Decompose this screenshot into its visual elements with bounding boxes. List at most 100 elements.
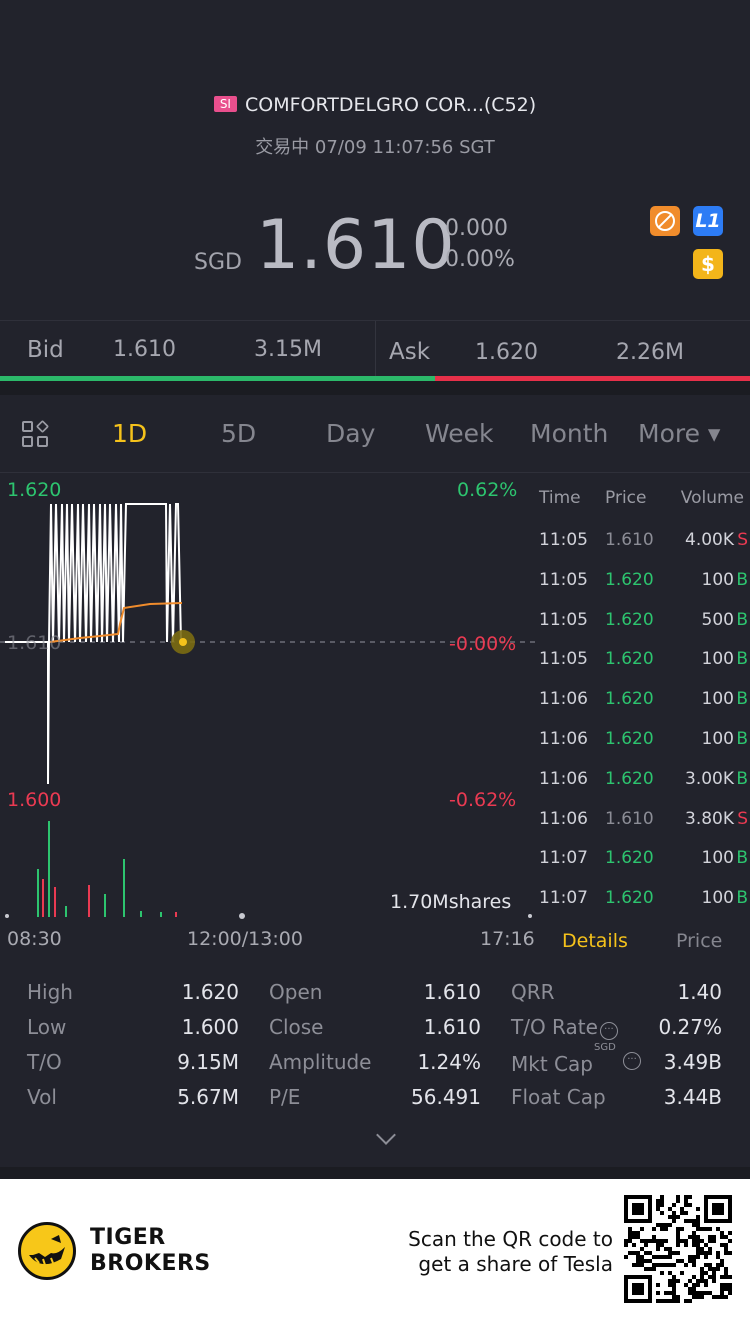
trade-time: 11:05: [539, 649, 588, 670]
stat-torate-label[interactable]: T/O Rate ···: [511, 1015, 618, 1040]
trade-volume: 100: [701, 729, 734, 749]
tab-5d[interactable]: 5D: [221, 419, 257, 448]
stat-vol-value: 5.67M: [177, 1085, 239, 1109]
stat-open-label: Open: [269, 980, 323, 1004]
stat-torate-text: T/O Rate: [511, 1015, 598, 1039]
chart-mid-pct: -0.00%: [449, 633, 517, 655]
trade-price: 1.620: [605, 729, 654, 749]
time-mid: 12:00/13:00: [187, 928, 303, 950]
currency-label: SGD: [194, 250, 242, 275]
average-price-line: [49, 602, 183, 643]
mktcap-info-icon[interactable]: ···: [623, 1052, 641, 1070]
trade-time: 11:05: [539, 609, 588, 630]
tab-more[interactable]: More ▾: [638, 419, 721, 448]
trades-header-volume: Volume: [680, 488, 744, 508]
bid-ask-bar[interactable]: Bid 1.610 3.15M Ask 1.620 2.26M: [0, 320, 750, 382]
time-end: 17:16: [480, 928, 535, 950]
time-axis-dot-mid: [239, 913, 245, 919]
chart-high-pct: 0.62%: [457, 479, 518, 501]
time-start: 08:30: [7, 928, 62, 950]
tab-1d[interactable]: 1D: [112, 419, 148, 448]
trades-header-price: Price: [605, 488, 647, 508]
stat-mktcap-unit: SGD: [594, 1042, 616, 1053]
trade-time: 11:07: [539, 848, 588, 869]
no-shorting-icon[interactable]: [650, 206, 680, 236]
price-line: [5, 503, 183, 785]
stat-low-label: Low: [27, 1015, 67, 1039]
brand-name-line2: BROKERS: [90, 1251, 211, 1276]
ask-label: Ask: [389, 339, 431, 365]
trade-side: B: [736, 888, 748, 909]
bid-ask-divider: [375, 321, 376, 377]
trade-time: 11:07: [539, 888, 588, 909]
trade-side: B: [736, 609, 748, 630]
trade-volume: 100: [701, 569, 734, 590]
trade-side: B: [736, 569, 748, 590]
trade-side: B: [736, 848, 748, 869]
trade-time: 11:05: [539, 569, 588, 590]
trading-status: 交易中 07/09 11:07:56 SGT: [255, 137, 495, 158]
tab-details[interactable]: Details: [562, 930, 628, 952]
time-axis-dot-start: [5, 914, 9, 918]
trade-price: 1.610: [605, 808, 654, 829]
tab-week[interactable]: Week: [425, 419, 494, 448]
stat-mktcap-value: 3.49B: [663, 1050, 722, 1074]
chart-high-price: 1.620: [7, 479, 62, 501]
promo-text-line1: Scan the QR code to: [408, 1227, 613, 1251]
trade-row: 11:05 1.620 100 B: [530, 570, 750, 610]
stat-qrr-label: QRR: [511, 980, 555, 1004]
trade-volume: 3.00K: [685, 768, 734, 789]
trade-volume: 100: [701, 888, 734, 909]
chart-period-tabs: 1D 5D Day Week Month More ▾: [0, 395, 750, 473]
trade-price: 1.620: [605, 768, 654, 789]
stat-low-value: 1.600: [181, 1015, 239, 1039]
tab-price[interactable]: Price: [676, 930, 723, 952]
trade-side: S: [737, 808, 748, 829]
stat-amplitude-label: Amplitude: [269, 1050, 372, 1074]
ask-price: 1.620: [475, 340, 538, 365]
trade-row: 11:06 1.620 100 B: [530, 689, 750, 729]
volume-label: 1.70Mshares: [390, 891, 512, 913]
stat-vol-label: Vol: [27, 1085, 57, 1109]
tab-month[interactable]: Month: [530, 419, 609, 448]
brand-name-line1: TIGER: [90, 1225, 166, 1250]
ask-size: 2.26M: [616, 340, 684, 365]
stat-torate-value: 0.27%: [658, 1015, 722, 1039]
trade-price: 1.610: [605, 530, 654, 550]
trade-side: B: [736, 689, 748, 710]
stat-open-value: 1.610: [423, 980, 481, 1004]
trade-volume: 100: [701, 848, 734, 869]
stat-high-label: High: [27, 980, 73, 1004]
stock-title-row[interactable]: SI COMFORTDELGRO COR...(C52): [0, 94, 750, 116]
intraday-chart[interactable]: 1.620 0.62% 1.610 -0.00% 1.600 -0.62% 1.…: [0, 474, 535, 958]
ask-ratio-bar: [435, 376, 750, 381]
trade-volume: 4.00K: [685, 530, 734, 550]
trade-volume: 3.80K: [685, 808, 734, 829]
trade-price: 1.620: [605, 848, 654, 869]
qr-code-icon[interactable]: [624, 1195, 732, 1303]
chart-layout-icon[interactable]: [22, 419, 50, 449]
tab-day[interactable]: Day: [326, 419, 376, 448]
stat-to-value: 9.15M: [177, 1050, 239, 1074]
quote-header: SI COMFORTDELGRO COR...(C52) 交易中 07/09 11…: [0, 0, 750, 320]
trade-volume: 100: [701, 649, 734, 670]
stat-high-value: 1.620: [181, 980, 239, 1004]
volume-bars: [37, 821, 177, 917]
stat-mktcap-label[interactable]: Mkt Cap: [511, 1052, 593, 1076]
section-divider: [0, 381, 750, 395]
stat-pe-value: 56.491: [411, 1085, 481, 1109]
trade-row: 11:07 1.620 100 B: [530, 848, 750, 888]
trade-time: 11:06: [539, 808, 588, 829]
trade-row: 11:06 1.620 100 B: [530, 729, 750, 769]
trade-row: 11:06 1.620 3.00K B: [530, 769, 750, 809]
level1-icon[interactable]: L1: [693, 206, 723, 236]
trade-time: 11:06: [539, 689, 588, 710]
intraday-chart-svg[interactable]: [0, 474, 535, 958]
section-divider-bottom: [0, 1167, 750, 1179]
trade-time: 11:06: [539, 768, 588, 789]
info-icon[interactable]: ···: [599, 1022, 618, 1040]
time-and-sales[interactable]: Time Price Volume 11:05 1.610 4.00K S 11:05 1…: [530, 474, 750, 914]
trade-price: 1.620: [605, 888, 654, 909]
stat-to-label: T/O: [27, 1050, 62, 1074]
dollar-icon[interactable]: $: [693, 249, 723, 279]
